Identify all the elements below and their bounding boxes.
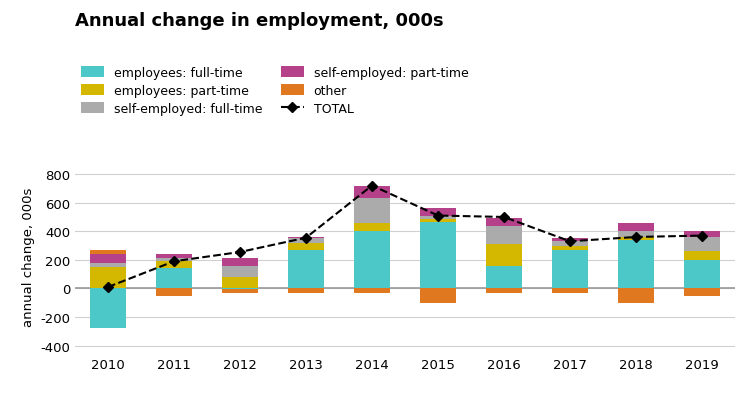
Bar [354,232,390,289]
Y-axis label: annual change, 000s: annual change, 000s [22,187,34,326]
Bar [288,239,324,243]
Bar [420,220,456,223]
Bar [420,223,456,289]
Bar [156,289,192,296]
Bar [684,237,720,252]
Bar [486,219,522,226]
Bar [552,246,588,250]
Bar [222,289,258,290]
Bar [288,243,324,250]
Bar [90,289,126,329]
Bar [90,267,126,289]
Bar [156,261,192,269]
Bar [222,277,258,289]
Bar [684,289,720,296]
Bar [354,198,390,224]
Bar [684,252,720,260]
Bar [552,289,588,293]
Bar [156,255,192,258]
Bar [618,289,654,303]
Bar [90,255,126,263]
Bar [486,245,522,267]
Bar [618,240,654,289]
Bar [156,269,192,289]
Bar [552,250,588,289]
Bar [288,237,324,239]
Bar [684,260,720,289]
Bar [288,250,324,289]
Bar [354,289,390,293]
Bar [486,267,522,289]
Bar [552,242,588,246]
Bar [618,232,654,237]
Bar [222,258,258,266]
Text: Annual change in employment, 000s: Annual change in employment, 000s [75,12,444,30]
Bar [90,263,126,267]
Bar [222,266,258,277]
Bar [354,224,390,232]
Bar [90,250,126,255]
Bar [354,187,390,198]
Bar [288,289,324,293]
Bar [420,216,456,220]
Bar [552,239,588,242]
Bar [156,258,192,261]
Bar [684,232,720,237]
Bar [222,290,258,294]
Bar [486,226,522,245]
Bar [618,224,654,232]
Bar [420,208,456,216]
Bar [618,237,654,240]
Bar [486,289,522,293]
Bar [420,289,456,303]
Legend: employees: full-time, employees: part-time, self-employed: full-time, self-emplo: employees: full-time, employees: part-ti… [81,67,468,115]
